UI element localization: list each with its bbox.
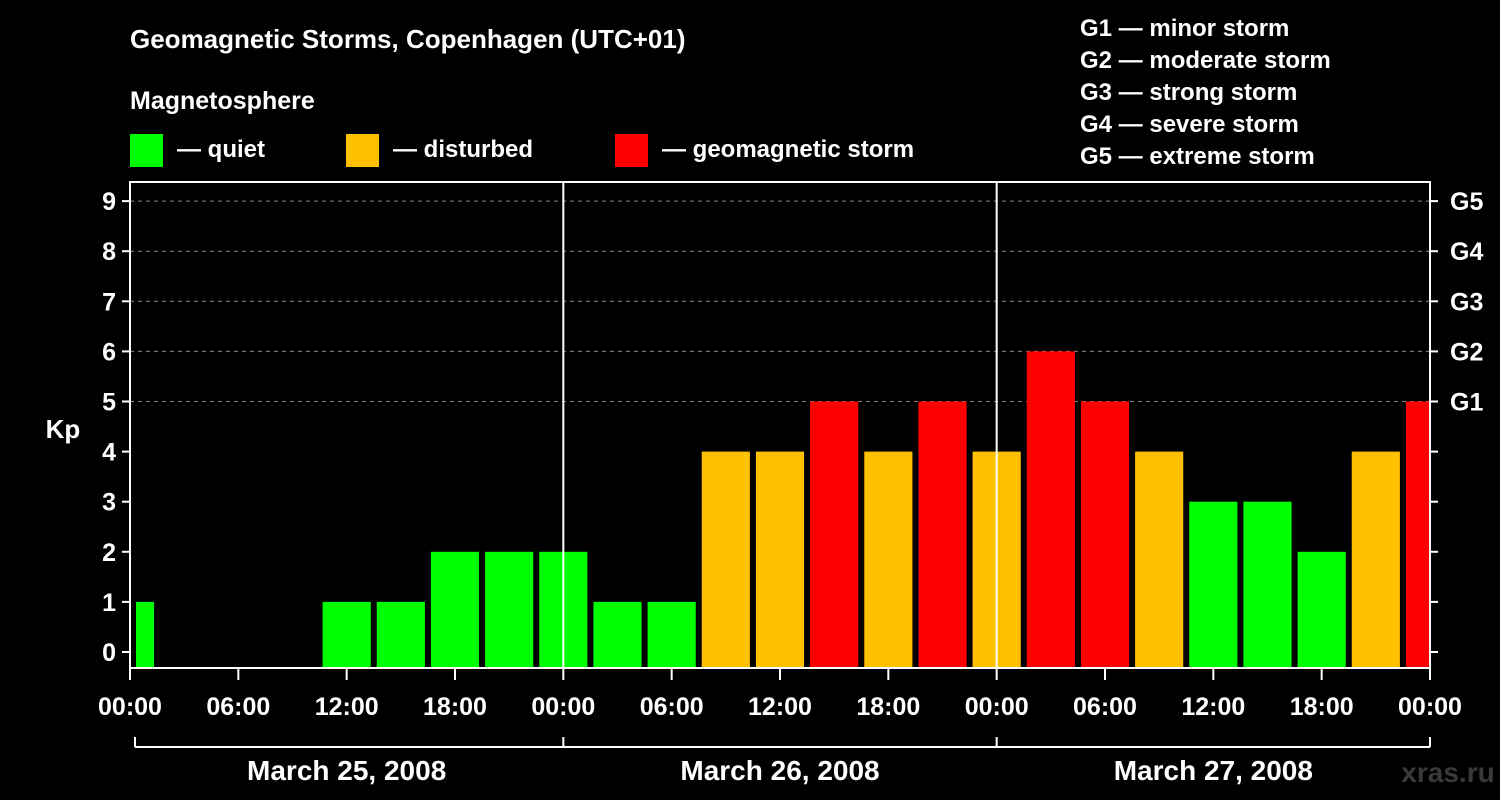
y-tick-label-0: 0 (102, 639, 116, 667)
bar-5 (485, 551, 534, 668)
y-tick-label-5: 5 (102, 389, 116, 417)
x-tick-label-2: 06:00 (206, 693, 270, 721)
y-tick-label-3: 3 (102, 489, 116, 517)
chart-subtitle: Magnetosphere (130, 87, 315, 115)
legend-label-3: — geomagnetic storm (662, 136, 914, 163)
bar-20 (1297, 551, 1346, 668)
y-tick-label-7: 7 (102, 288, 116, 316)
x-tick-label-6: 06:00 (640, 693, 704, 721)
y-axis-label: Kp (46, 414, 81, 444)
x-tick-label-3: 12:00 (315, 693, 379, 721)
chart-title: Geomagnetic Storms, Copenhagen (UTC+01) (130, 24, 685, 54)
bar-21 (1351, 451, 1400, 668)
x-tick-label-12: 18:00 (1290, 693, 1354, 721)
watermark: xras.ru (1401, 757, 1494, 788)
y-tick-label-2: 2 (102, 539, 116, 567)
g-label-g2: G2 (1450, 338, 1483, 366)
x-tick-label-11: 12:00 (1181, 693, 1245, 721)
date-label-2: March 26, 2008 (680, 755, 879, 786)
bar-16 (1080, 401, 1130, 668)
bar-9 (701, 451, 750, 668)
x-tick-label-9: 00:00 (965, 693, 1029, 721)
x-axis: 00:00 06:00 12:00 18:00 00:00 06:00 12:00 18:00… (98, 668, 1462, 721)
x-tick-label-7: 12:00 (748, 693, 812, 721)
g-scale-axis: G1 G2 G3 G4 G5 (1430, 188, 1483, 653)
x-tick-label-10: 06:00 (1073, 693, 1137, 721)
g-label-g3: G3 (1450, 288, 1483, 316)
legend-swatch-2 (346, 134, 379, 167)
y-tick-label-4: 4 (102, 439, 116, 467)
legend-label-1: — quiet (177, 136, 265, 163)
y-tick-label-1: 1 (102, 589, 116, 617)
x-tick-label-1: 00:00 (98, 693, 162, 721)
bar-19 (1243, 501, 1292, 668)
bar-15 (1026, 351, 1075, 668)
legend-swatch-3 (615, 134, 648, 167)
bar-7 (593, 601, 642, 668)
x-tick-label-8: 18:00 (856, 693, 920, 721)
color-legend: — quiet — disturbed — geomagnetic storm (130, 134, 914, 167)
bar-18 (1189, 501, 1238, 668)
storm-legend-item-5: G5 — extreme storm (1080, 143, 1315, 170)
storm-legend-item-2: G2 — moderate storm (1080, 47, 1331, 74)
y-axis: 0 1 2 3 4 5 6 7 8 9 (102, 188, 130, 667)
bar-17 (1135, 451, 1184, 668)
bar-4 (430, 551, 480, 668)
bar-1 (136, 601, 155, 668)
bar-3 (376, 601, 425, 668)
x-tick-label-4: 18:00 (423, 693, 487, 721)
legend-swatch-1 (130, 134, 163, 167)
bar-11 (810, 401, 859, 668)
x-tick-label-5: 00:00 (531, 693, 595, 721)
bar-22 (1405, 401, 1430, 668)
g-label-g1: G1 (1450, 389, 1483, 417)
y-tick-label-6: 6 (102, 338, 116, 366)
grid (130, 200, 1430, 402)
bar-13 (918, 401, 967, 668)
date-axis: March 25, 2008 March 26, 2008 March 27, 20… (134, 737, 1431, 786)
storm-legend-item-3: G3 — strong storm (1080, 79, 1297, 106)
storm-legend-item-1: G1 — minor storm (1080, 15, 1289, 42)
x-tick-label-13: 00:00 (1398, 693, 1462, 721)
bar-10 (755, 451, 805, 668)
y-tick-label-8: 8 (102, 238, 116, 266)
g-label-g5: G5 (1450, 188, 1483, 216)
bar-12 (864, 451, 913, 668)
storm-scale-legend: G1 — minor storm G2 — moderate storm G3 — … (1080, 15, 1331, 170)
y-tick-label-9: 9 (102, 188, 116, 216)
legend-label-2: — disturbed (393, 136, 533, 163)
bar-8 (647, 601, 696, 668)
date-label-1: March 25, 2008 (247, 755, 446, 786)
bars (136, 351, 1430, 668)
bar-2 (322, 601, 371, 668)
date-label-3: March 27, 2008 (1114, 755, 1313, 786)
storm-legend-item-4: G4 — severe storm (1080, 111, 1299, 138)
g-label-g4: G4 (1450, 238, 1483, 266)
